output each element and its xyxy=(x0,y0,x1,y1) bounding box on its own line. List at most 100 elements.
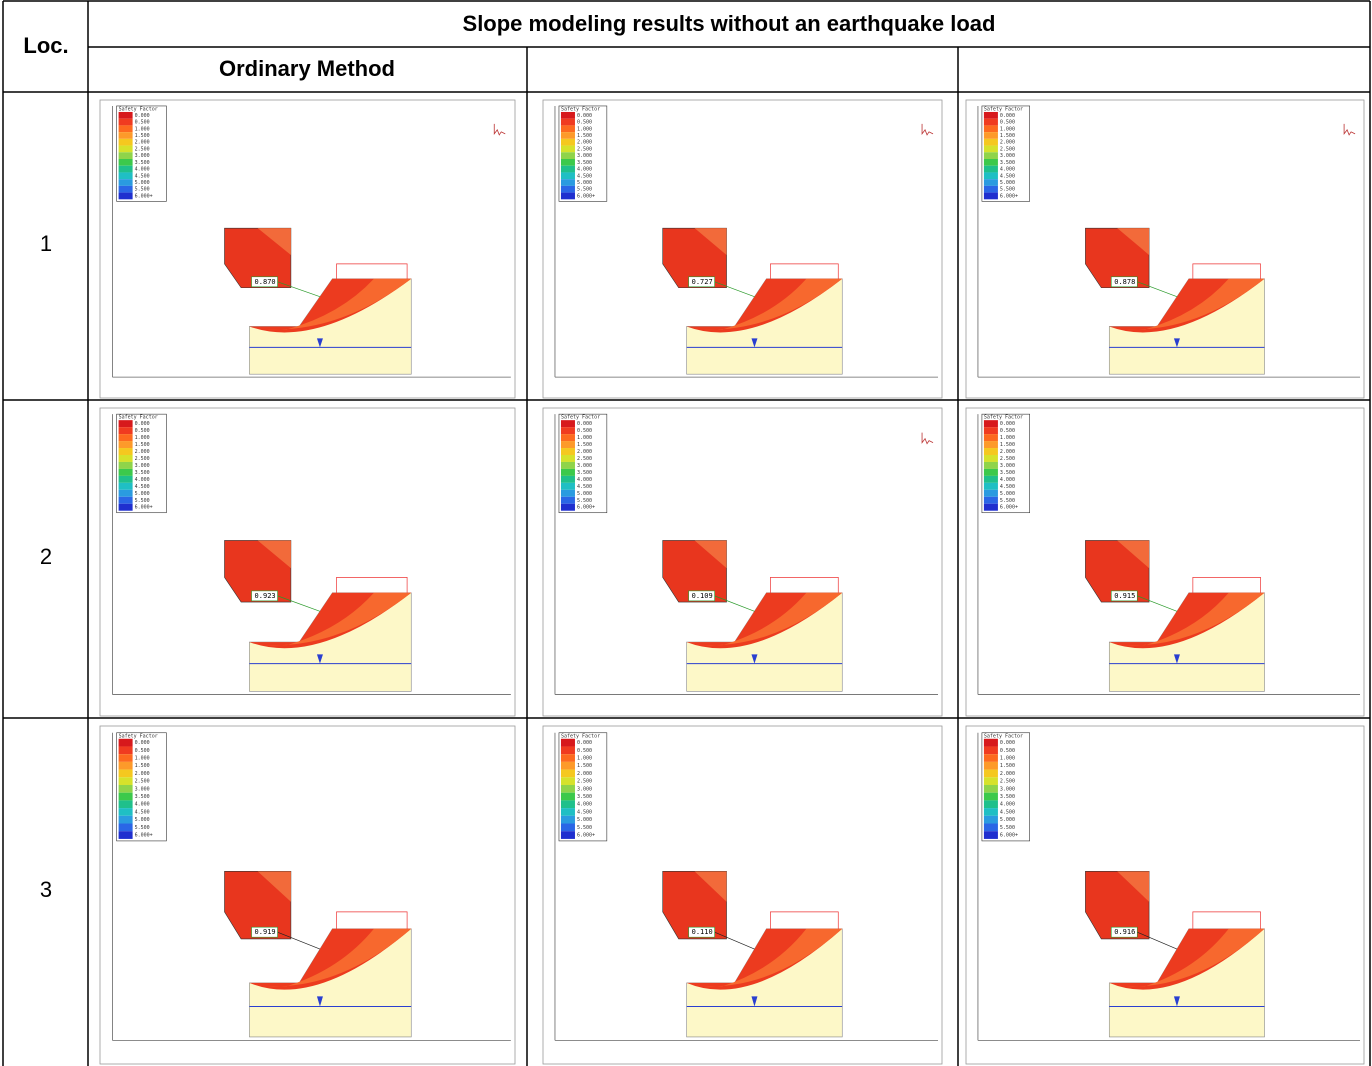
legend-value: 4.500 xyxy=(135,809,150,815)
legend-swatch xyxy=(118,448,133,455)
legend-value: 4.000 xyxy=(135,167,150,173)
legend-title: Safety Factor xyxy=(119,106,158,112)
slope-figure: Safety Factor0.0000.5001.0001.5002.0002.… xyxy=(965,407,1365,717)
fs-box xyxy=(251,590,278,602)
leader-line xyxy=(714,595,755,612)
legend-swatch xyxy=(560,172,575,180)
water-marker xyxy=(751,654,758,664)
legend-swatch xyxy=(118,815,133,824)
legend-swatch xyxy=(983,503,998,511)
legend-value: 6.000+ xyxy=(135,833,153,839)
legend-swatch xyxy=(560,434,575,442)
legend-swatch xyxy=(983,461,998,469)
legend-value: 4.500 xyxy=(577,173,592,179)
legend-value: 3.000 xyxy=(577,786,592,792)
legend-swatch xyxy=(983,800,998,809)
legend-value: 5.500 xyxy=(1000,825,1015,831)
legend-value: 5.000 xyxy=(1000,180,1015,186)
load-bracket xyxy=(336,577,408,593)
legend-swatch xyxy=(560,118,575,126)
fs-box xyxy=(1110,590,1138,602)
leader-line xyxy=(277,281,321,298)
legend-swatch xyxy=(983,792,998,801)
legend-value: 1.500 xyxy=(1000,763,1015,769)
legend-swatch xyxy=(118,792,133,801)
slip-fan-inner xyxy=(1125,928,1265,987)
legend-value: 4.000 xyxy=(1000,477,1015,483)
slip-fan-inner xyxy=(702,928,843,987)
legend-value: 5.500 xyxy=(577,187,592,193)
legend-swatch xyxy=(983,475,998,483)
legend-value: 0.500 xyxy=(135,428,150,434)
fs-label: 0.878 xyxy=(1114,278,1135,286)
legend-value: 4.000 xyxy=(577,477,592,483)
legend-value: 5.000 xyxy=(135,491,150,497)
legend-swatch xyxy=(983,454,998,462)
fs-label: 0.870 xyxy=(255,278,276,286)
legend-value: 1.500 xyxy=(1000,442,1015,448)
legend-swatch xyxy=(560,489,575,497)
legend-swatch xyxy=(118,746,133,755)
legend-value: 0.000 xyxy=(135,421,150,427)
legend-swatch xyxy=(560,784,575,793)
legend-swatch xyxy=(983,420,998,428)
legend-value: 0.500 xyxy=(1000,428,1015,434)
legend-swatch xyxy=(560,738,575,747)
legend-value: 2.000 xyxy=(135,449,150,455)
legend-swatch xyxy=(118,823,133,832)
loc-number: 3 xyxy=(40,877,52,902)
legend-swatch xyxy=(118,808,133,816)
legend-swatch xyxy=(118,454,133,462)
seismic-icon xyxy=(1343,123,1356,136)
legend-value: 6.000+ xyxy=(135,193,153,199)
legend-swatch xyxy=(560,823,575,832)
inset-shade xyxy=(694,540,727,569)
legend-value: 6.000+ xyxy=(1000,505,1018,511)
legend-value: 5.000 xyxy=(577,180,592,186)
legend-value: 2.000 xyxy=(577,140,592,146)
legend-swatch xyxy=(118,138,133,146)
legend-value: 2.500 xyxy=(577,146,592,152)
leader-line xyxy=(1137,595,1178,612)
legend-swatch xyxy=(118,800,133,809)
legend-swatch xyxy=(983,496,998,504)
fs-label: 0.110 xyxy=(692,928,713,936)
legend-swatch xyxy=(983,831,998,839)
fs-label: 0.916 xyxy=(1114,928,1135,936)
legend-value: 3.500 xyxy=(1000,794,1015,800)
legend-swatch xyxy=(983,823,998,832)
legend-value: 5.500 xyxy=(1000,187,1015,193)
legend-swatch xyxy=(118,427,133,435)
legend-value: 1.500 xyxy=(135,133,150,139)
slope-figure: Safety Factor0.0000.5001.0001.5002.0002.… xyxy=(542,99,943,399)
legend-swatch xyxy=(118,132,133,139)
slope-figure: Safety Factor0.0000.5001.0001.5002.0002.… xyxy=(99,407,516,717)
legend-value: 2.500 xyxy=(1000,146,1015,152)
load-bracket xyxy=(336,263,408,279)
legend-value: 6.000+ xyxy=(1000,193,1018,199)
legend-swatch xyxy=(118,159,133,166)
load-bracket xyxy=(336,911,408,929)
legend-value: 0.500 xyxy=(577,748,592,754)
slope-figure: Safety Factor0.0000.5001.0001.5002.0002.… xyxy=(965,99,1365,399)
inset-shade xyxy=(1117,871,1150,902)
legend-value: 5.000 xyxy=(577,817,592,823)
legend-value: 1.000 xyxy=(1000,126,1015,132)
legend-value: 3.000 xyxy=(577,153,592,159)
legend-value: 4.000 xyxy=(577,167,592,173)
fs-label: 0.919 xyxy=(255,928,276,936)
legend-value: 3.500 xyxy=(1000,470,1015,476)
legend-value: 2.500 xyxy=(577,779,592,785)
inset-shade xyxy=(257,871,291,902)
legend-value: 5.000 xyxy=(135,180,150,186)
water-marker xyxy=(1173,654,1180,664)
method-header: Ordinary Method xyxy=(219,56,395,81)
load-bracket xyxy=(770,263,839,279)
legend-swatch xyxy=(118,468,133,476)
fs-box xyxy=(1110,276,1138,288)
legend-swatch xyxy=(560,769,575,778)
legend-swatch xyxy=(118,777,133,785)
inset-shade xyxy=(257,228,291,255)
legend-value: 0.500 xyxy=(577,428,592,434)
